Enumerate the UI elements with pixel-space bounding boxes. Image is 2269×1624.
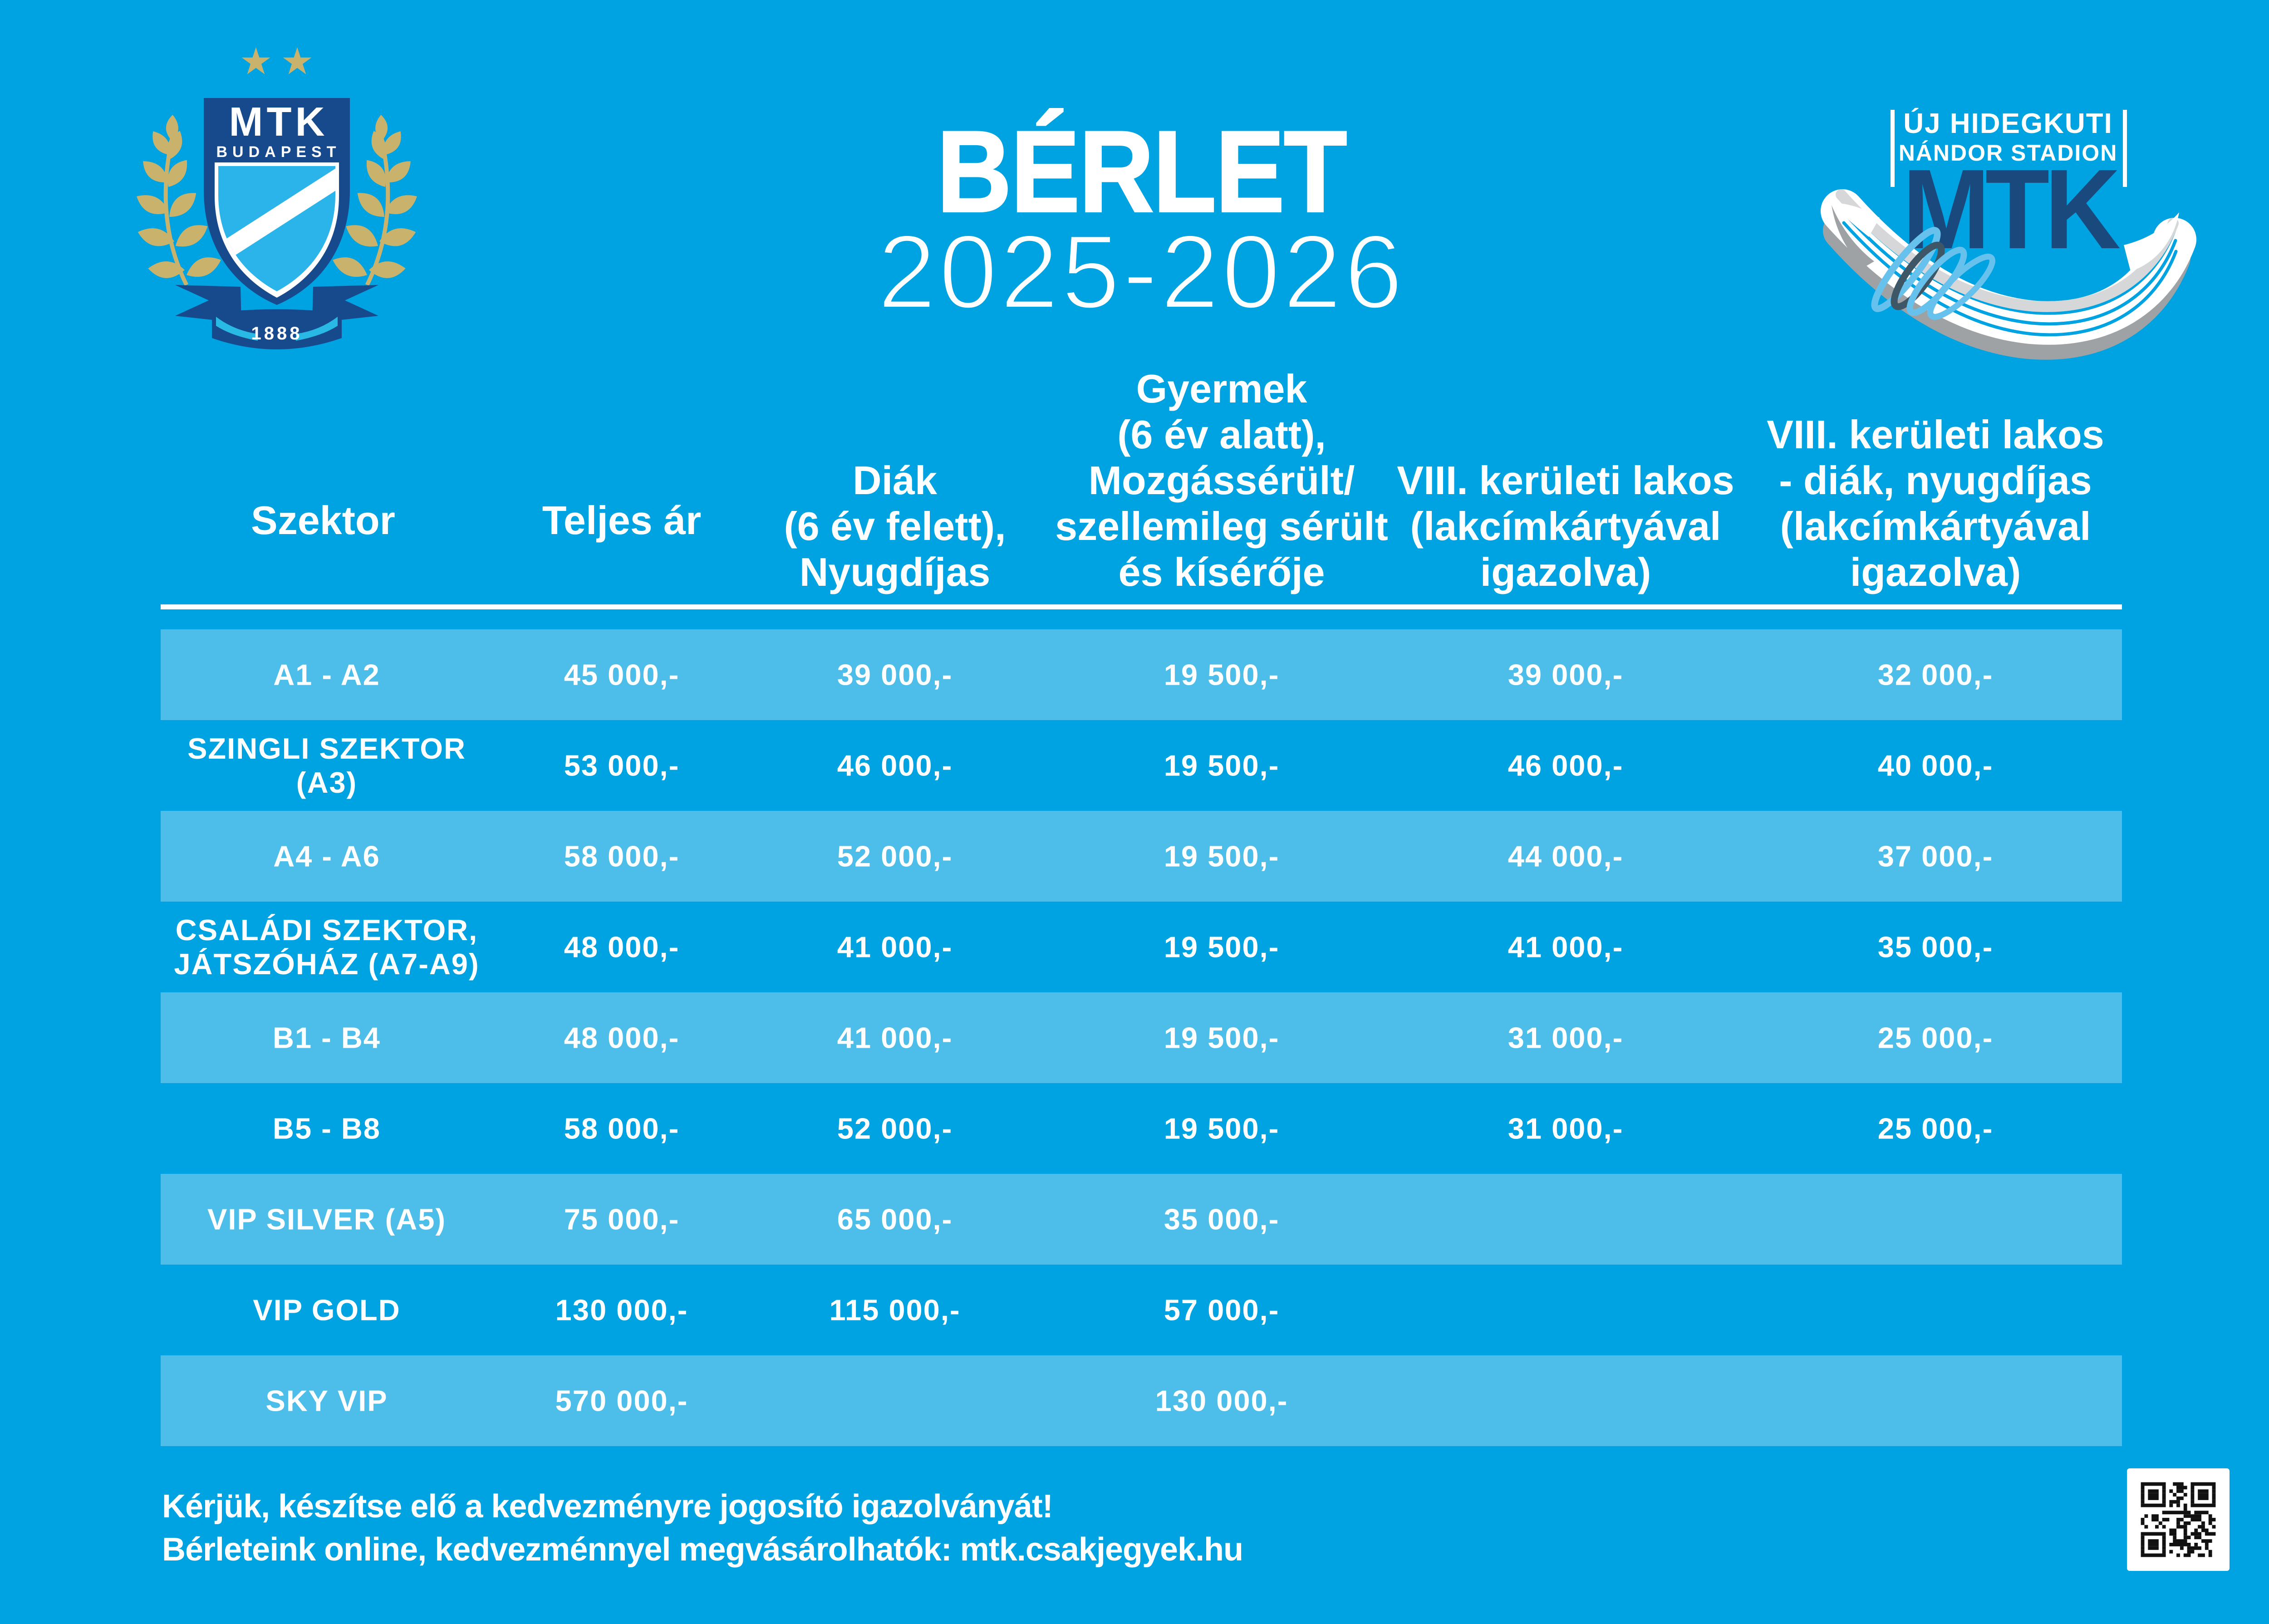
svg-text:BUDAPEST: BUDAPEST <box>216 143 341 161</box>
svg-text:ÚJ HIDEGKUTI: ÚJ HIDEGKUTI <box>1903 108 2112 139</box>
svg-text:MTK: MTK <box>229 99 329 145</box>
svg-text:1888: 1888 <box>251 324 303 343</box>
svg-text:NÁNDOR STADION: NÁNDOR STADION <box>1899 140 2118 166</box>
svg-text:MTK: MTK <box>1902 146 2120 273</box>
